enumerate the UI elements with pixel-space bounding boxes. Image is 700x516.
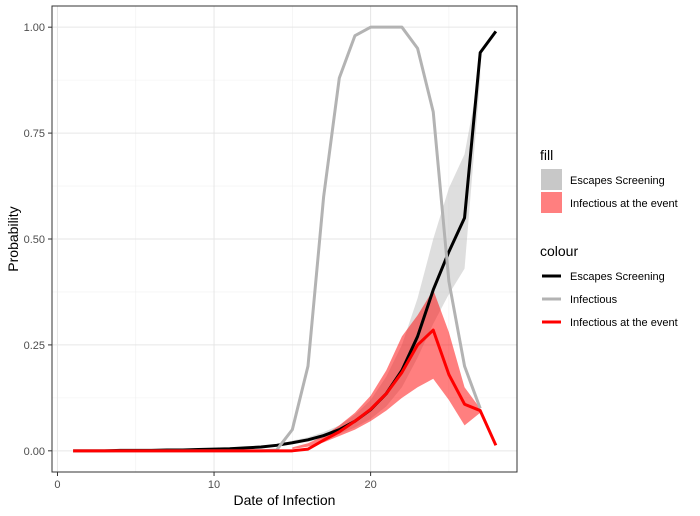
legend-fill-label: Infectious at the event — [570, 198, 678, 210]
legend-fill-title: fill — [540, 147, 553, 163]
legend-fill-label: Escapes Screening — [570, 175, 665, 187]
ribbon-escapes-screening — [292, 69, 481, 445]
legend-colour-label: Infectious — [570, 294, 618, 306]
x-axis: 0 10 20 — [54, 472, 377, 491]
y-tick-label: 0.25 — [24, 340, 45, 352]
series-lines — [73, 25, 498, 453]
x-tick-label: 10 — [208, 479, 220, 491]
legend-fill: fill Escapes Screening Infectious at the … — [540, 147, 678, 214]
legend-colour-label: Infectious at the event — [570, 317, 678, 329]
legend-colour: colour Escapes Screening Infectious Infect… — [540, 243, 678, 329]
x-axis-title: Date of Infection — [234, 492, 336, 508]
y-tick-label: 0.50 — [24, 234, 45, 246]
y-axis-title: Probability — [5, 206, 21, 271]
y-tick-label: 1.00 — [24, 22, 45, 34]
legend-fill-swatch — [541, 192, 562, 213]
legend-fill-swatch — [541, 169, 562, 190]
y-tick-label: 0.00 — [24, 446, 45, 458]
x-tick-label: 20 — [364, 479, 376, 491]
series-line-infectious-at-the-event — [73, 328, 498, 453]
legend-colour-label: Escapes Screening — [570, 271, 665, 283]
y-tick-label: 0.75 — [24, 128, 45, 140]
legend-colour-title: colour — [540, 243, 578, 259]
x-tick-label: 0 — [54, 479, 60, 491]
y-axis: 0.00 0.25 0.50 0.75 1.00 — [24, 22, 52, 458]
